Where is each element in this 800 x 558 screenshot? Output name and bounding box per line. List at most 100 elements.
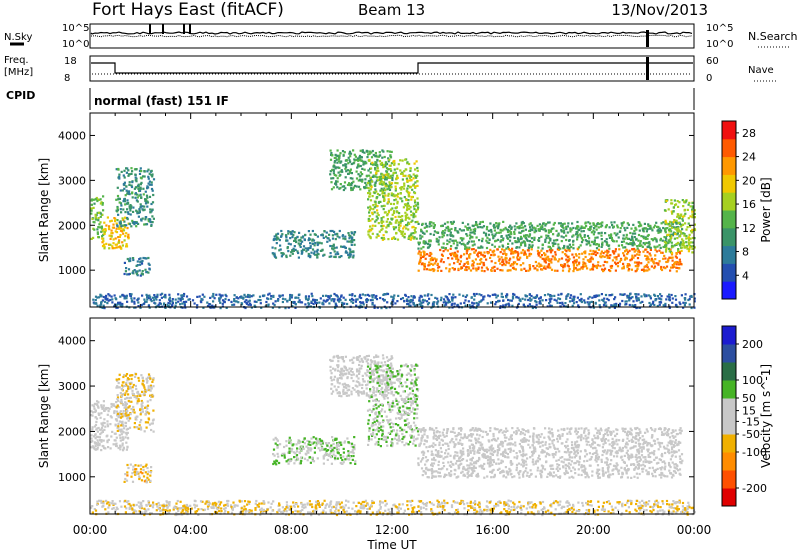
power-cell: [150, 211, 152, 213]
power-cell: [615, 270, 617, 272]
power-cell: [664, 257, 666, 259]
power-cell: [391, 179, 393, 181]
power-cell: [623, 234, 625, 236]
power-cell: [648, 258, 650, 260]
power-cell: [597, 236, 599, 238]
velocity-cell: [100, 412, 102, 414]
power-cell: [593, 295, 595, 297]
power-cell: [691, 213, 693, 215]
velocity-cell: [150, 466, 152, 468]
power-cell: [614, 232, 616, 234]
power-cell: [287, 247, 289, 249]
velocity-cell: [318, 447, 320, 449]
power-cell: [636, 253, 638, 255]
velocity-cell: [126, 417, 128, 419]
power-cell: [105, 224, 107, 226]
power-cell: [333, 165, 335, 167]
power-cell: [585, 265, 587, 267]
power-cell: [116, 244, 118, 246]
power-cell: [685, 293, 687, 295]
power-cell: [601, 299, 603, 301]
velocity-cell: [97, 444, 99, 446]
velocity-cell: [110, 447, 112, 449]
power-cell: [508, 303, 510, 305]
power-cell: [666, 200, 668, 202]
power-cell: [513, 233, 515, 235]
power-cell: [148, 263, 150, 265]
power-cell: [374, 161, 376, 163]
power-cell: [621, 222, 623, 224]
velocity-cell: [307, 459, 309, 461]
power-cell: [401, 220, 403, 222]
power-cell: [541, 269, 543, 271]
power-cell: [353, 234, 355, 236]
power-cell: [428, 225, 430, 227]
power-cell: [179, 303, 181, 305]
velocity-cell: [285, 440, 287, 442]
power-cell: [401, 215, 403, 217]
power-cell: [654, 254, 656, 256]
velocity-cell: [312, 457, 314, 459]
freq-strip-frame: [90, 56, 694, 81]
power-cell: [444, 223, 446, 225]
power-cell: [391, 237, 393, 239]
velocity-cell: [330, 370, 332, 372]
power-cell: [499, 269, 501, 271]
power-cell: [497, 225, 499, 227]
power-cell: [500, 229, 502, 231]
power-cell: [403, 175, 405, 177]
velocity-cell: [131, 378, 133, 380]
power-cell: [437, 263, 439, 265]
power-cell: [114, 294, 116, 296]
power-cell: [436, 231, 438, 233]
power-cell: [337, 149, 339, 151]
power-cell: [586, 240, 588, 242]
velocity-cell: [292, 443, 294, 445]
power-cell: [393, 164, 395, 166]
velocity-cell: [126, 390, 128, 392]
power-cell: [622, 246, 624, 248]
power-cell: [471, 236, 473, 238]
power-cell: [558, 222, 560, 224]
power-cell: [368, 175, 370, 177]
power-cell: [605, 294, 607, 296]
velocity-cell: [91, 428, 93, 430]
velocity-cell: [140, 464, 142, 466]
power-cell: [95, 214, 97, 216]
power-cell: [668, 248, 670, 250]
power-cell: [350, 253, 352, 255]
power-cell: [110, 232, 112, 234]
power-cell: [337, 298, 339, 300]
power-cell: [538, 228, 540, 230]
velocity-cell: [343, 461, 345, 463]
power-cell: [332, 234, 334, 236]
power-cell: [389, 177, 391, 179]
power-cell: [635, 270, 637, 272]
power-cell: [548, 263, 550, 265]
power-cell: [375, 219, 377, 221]
velocity-cell: [126, 480, 128, 482]
power-cell: [511, 226, 513, 228]
velocity-cell: [91, 404, 93, 406]
power-cell: [92, 299, 94, 301]
power-cell: [588, 303, 590, 305]
power-cell: [529, 303, 531, 305]
power-cell: [93, 203, 95, 205]
power-cell: [572, 270, 574, 272]
noise-left-tick-top: 10^5: [62, 23, 89, 34]
velocity-cell: [104, 410, 106, 412]
power-cell: [564, 223, 566, 225]
power-cell: [646, 269, 648, 271]
power-cell: [489, 222, 491, 224]
power-cell: [407, 303, 409, 305]
velocity-cell: [315, 438, 317, 440]
velocity-cell: [125, 414, 127, 416]
power-cell: [605, 226, 607, 228]
power-colorbar-segment: [722, 174, 736, 192]
power-cell: [419, 297, 421, 299]
power-cell: [546, 266, 548, 268]
power-cell: [146, 195, 148, 197]
power-cell: [639, 230, 641, 232]
power-cell: [307, 248, 309, 250]
power-cell: [492, 237, 494, 239]
